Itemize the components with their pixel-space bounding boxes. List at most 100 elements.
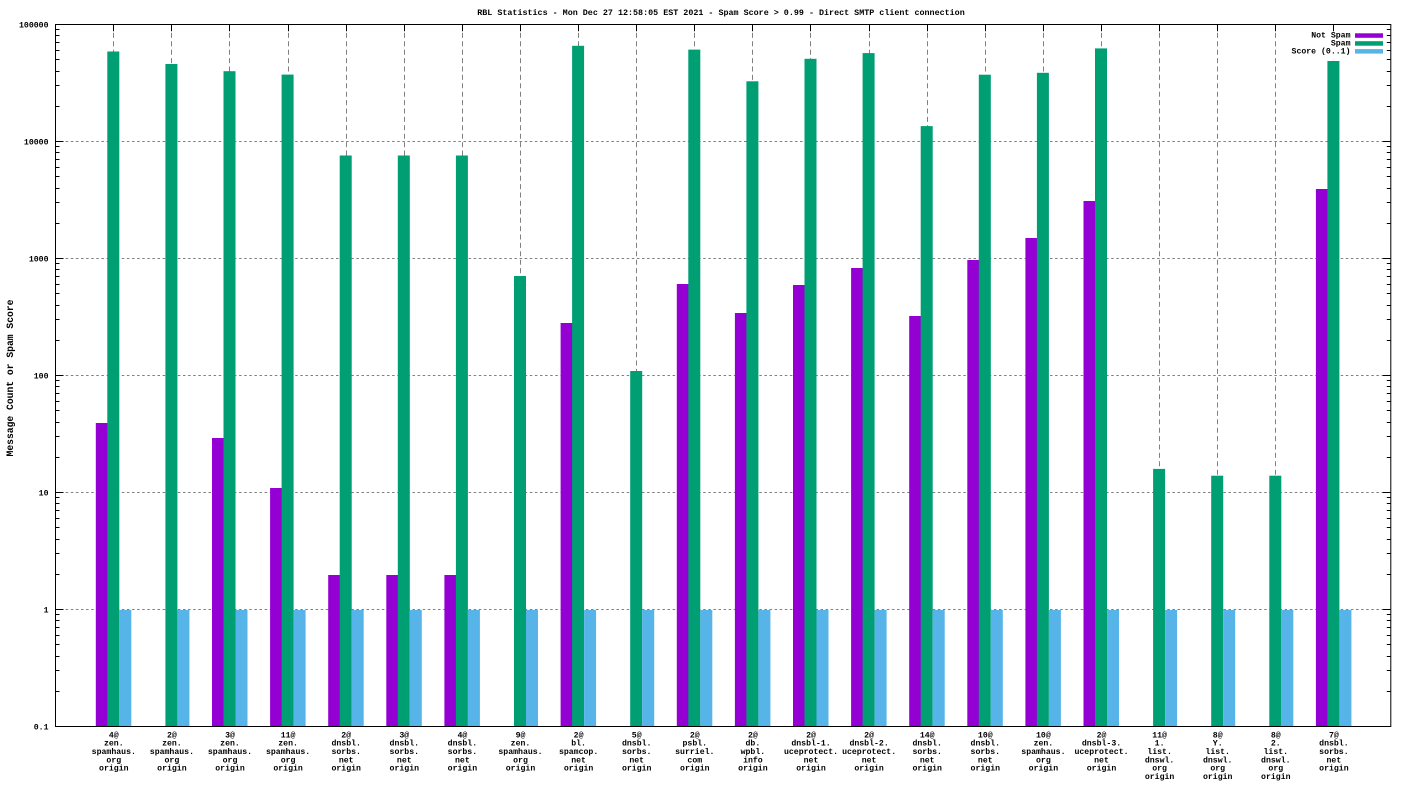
svg-text:sorbs.: sorbs. (1319, 747, 1348, 757)
svg-text:net: net (397, 756, 412, 765)
svg-text:spamhaus.: spamhaus. (150, 747, 194, 757)
svg-text:zen.: zen. (104, 740, 124, 749)
svg-text:net: net (339, 756, 354, 765)
svg-text:Spam: Spam (1331, 40, 1351, 49)
svg-text:100: 100 (34, 372, 49, 381)
svg-text:dnsbl-3.: dnsbl-3. (1082, 739, 1121, 749)
svg-text:dnsbl.: dnsbl. (331, 739, 360, 749)
svg-text:list.: list. (1147, 747, 1172, 757)
svg-text:2@: 2@ (806, 730, 816, 740)
svg-text:sorbs.: sorbs. (448, 747, 477, 757)
svg-text:8@: 8@ (1271, 730, 1281, 740)
svg-text:dnsbl.: dnsbl. (1319, 739, 1348, 749)
svg-text:origin: origin (1029, 764, 1059, 774)
svg-text:dnswl.: dnswl. (1261, 755, 1290, 765)
svg-text:origin: origin (854, 764, 884, 774)
svg-text:org: org (1036, 756, 1051, 765)
svg-text:spamhaus.: spamhaus. (92, 747, 136, 757)
svg-text:spamhaus.: spamhaus. (208, 747, 252, 757)
svg-text:org: org (1152, 765, 1167, 774)
svg-text:dnsbl.: dnsbl. (448, 739, 477, 749)
svg-text:10@: 10@ (978, 730, 993, 740)
svg-text:org: org (223, 756, 238, 765)
svg-text:origin: origin (912, 764, 942, 774)
svg-text:Not Spam: Not Spam (1311, 32, 1350, 41)
svg-text:com: com (687, 756, 702, 765)
svg-text:db.: db. (746, 739, 761, 749)
svg-text:dnsbl.: dnsbl. (912, 739, 941, 749)
svg-text:list.: list. (1205, 747, 1230, 757)
svg-text:1: 1 (44, 606, 49, 615)
svg-text:sorbs.: sorbs. (390, 747, 419, 757)
svg-text:zen.: zen. (511, 740, 531, 749)
svg-text:net: net (629, 756, 644, 765)
svg-text:2@: 2@ (167, 730, 177, 740)
svg-text:dnsbl-1.: dnsbl-1. (791, 739, 830, 749)
svg-text:1000: 1000 (29, 255, 49, 264)
svg-text:origin: origin (506, 764, 536, 774)
svg-text:net: net (571, 756, 586, 765)
svg-text:dnsbl.: dnsbl. (971, 739, 1000, 749)
svg-text:net: net (804, 756, 819, 765)
svg-text:origin: origin (680, 764, 710, 774)
svg-text:11@: 11@ (1152, 730, 1167, 740)
svg-text:org: org (281, 756, 296, 765)
svg-text:org: org (1210, 765, 1225, 774)
svg-text:3@: 3@ (225, 730, 235, 740)
svg-text:origin: origin (971, 764, 1001, 774)
svg-text:origin: origin (157, 764, 187, 774)
svg-text:2.: 2. (1271, 740, 1281, 749)
svg-text:sorbs.: sorbs. (622, 747, 651, 757)
svg-text:origin: origin (1087, 764, 1117, 774)
svg-text:4@: 4@ (109, 730, 119, 740)
svg-text:org: org (106, 756, 121, 765)
svg-text:net: net (1327, 756, 1342, 765)
svg-text:surriel.: surriel. (675, 747, 714, 757)
svg-text:11@: 11@ (281, 730, 296, 740)
svg-text:origin: origin (331, 764, 361, 774)
svg-text:origin: origin (1203, 772, 1233, 782)
svg-text:8@: 8@ (1213, 730, 1223, 740)
svg-text:org: org (165, 756, 180, 765)
svg-text:net: net (862, 756, 877, 765)
svg-text:info: info (743, 755, 763, 765)
svg-text:zen.: zen. (220, 740, 240, 749)
svg-text:2@: 2@ (690, 730, 700, 740)
svg-text:2@: 2@ (748, 730, 758, 740)
svg-text:origin: origin (215, 764, 245, 774)
svg-text:psbl.: psbl. (683, 739, 708, 749)
svg-text:wpbl.: wpbl. (741, 747, 766, 757)
svg-text:Message Count or Spam Score: Message Count or Spam Score (5, 299, 16, 456)
svg-text:dnsbl.: dnsbl. (390, 739, 419, 749)
svg-text:10@: 10@ (1036, 730, 1051, 740)
svg-text:2@: 2@ (1097, 730, 1107, 740)
svg-text:sorbs.: sorbs. (912, 747, 941, 757)
svg-text:100000: 100000 (19, 21, 49, 30)
svg-text:zen.: zen. (1034, 740, 1054, 749)
svg-text:org: org (1268, 765, 1283, 774)
svg-text:origin: origin (738, 764, 768, 774)
svg-text:spamcop.: spamcop. (559, 748, 598, 757)
svg-text:origin: origin (1145, 772, 1175, 782)
svg-text:origin: origin (564, 764, 594, 774)
svg-text:10000: 10000 (24, 138, 49, 147)
svg-text:4@: 4@ (457, 730, 467, 740)
svg-text:zen.: zen. (278, 740, 298, 749)
svg-text:origin: origin (796, 764, 826, 774)
svg-text:uceprotect.: uceprotect. (842, 748, 896, 757)
svg-text:1.: 1. (1155, 740, 1165, 749)
svg-text:net: net (1094, 756, 1109, 765)
svg-text:14@: 14@ (920, 730, 935, 740)
svg-text:dnswl.: dnswl. (1203, 755, 1232, 765)
svg-text:net: net (455, 756, 470, 765)
svg-text:net: net (920, 756, 935, 765)
svg-text:bl.: bl. (571, 739, 586, 749)
svg-text:origin: origin (1261, 772, 1291, 782)
svg-text:5@: 5@ (632, 730, 642, 740)
svg-text:spamhaus.: spamhaus. (266, 747, 310, 757)
svg-text:origin: origin (622, 764, 652, 774)
svg-text:sorbs.: sorbs. (331, 747, 360, 757)
svg-text:origin: origin (448, 764, 478, 774)
svg-text:origin: origin (1319, 764, 1349, 774)
svg-text:sorbs.: sorbs. (971, 747, 1000, 757)
